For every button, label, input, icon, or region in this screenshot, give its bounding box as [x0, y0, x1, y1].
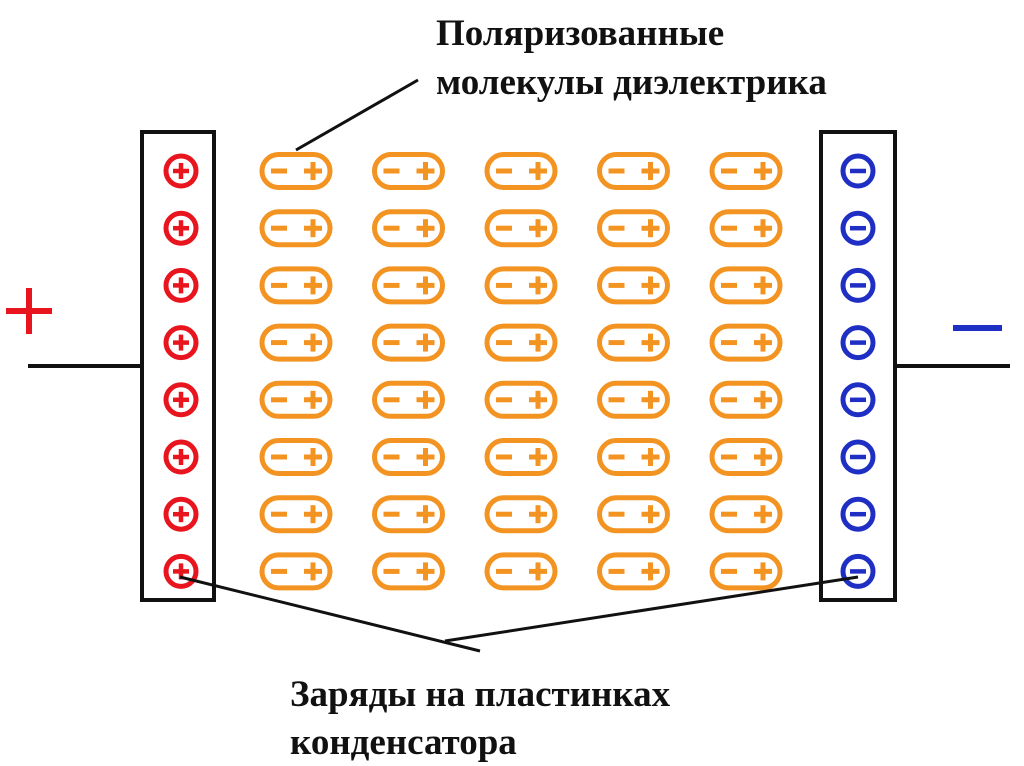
charges-pointer-line-left [179, 575, 481, 653]
negative-charge-icon [840, 439, 876, 475]
dipole-molecule-icon [709, 209, 783, 248]
dipole-molecule-icon [709, 438, 783, 476]
dipole-molecule-icon [484, 380, 558, 419]
dipole-molecule-icon [372, 266, 445, 305]
dipole-molecule-icon [597, 323, 670, 362]
dipole-molecule-icon [484, 209, 558, 248]
negative-charge-icon [840, 325, 876, 361]
dipole-molecule-icon [484, 152, 558, 190]
right-plate-charges [840, 153, 876, 589]
dipole-molecule-icon [484, 552, 558, 591]
dipole-molecule-icon [484, 323, 558, 362]
dipole-molecule-icon [372, 152, 445, 190]
dipole-molecule-icon [259, 552, 333, 591]
dipole-molecule-icon [597, 552, 670, 591]
dipole-molecule-icon [709, 380, 783, 419]
left-plate-charges [163, 153, 199, 589]
dipole-molecule-icon [484, 438, 558, 476]
dipole-molecule-icon [597, 438, 670, 476]
dipole-molecule-icon [709, 552, 783, 591]
right-plate [819, 130, 897, 602]
dipole-molecule-icon [259, 152, 333, 190]
dipole-molecule-icon [597, 266, 670, 305]
left-plate [140, 130, 216, 602]
positive-charge-icon [163, 153, 199, 189]
negative-charge-icon [840, 267, 876, 303]
dielectric-label-line2: молекулы диэлектрика [436, 62, 827, 103]
dipole-molecule-icon [597, 380, 670, 419]
dipole-molecule-icon [709, 323, 783, 362]
dipole-molecule-icon [259, 266, 333, 305]
dipole-molecule-icon [259, 209, 333, 248]
dipole-molecule-icon [597, 152, 670, 190]
dielectric-label-line1: Поляризованные [436, 13, 724, 54]
charges-pointer-line-right [444, 575, 859, 643]
positive-charge-icon [163, 325, 199, 361]
positive-charge-icon [163, 267, 199, 303]
charges-label-line1: Заряды на пластинках [290, 674, 671, 715]
dipole-molecule-icon [259, 495, 333, 534]
dielectric-pointer-line [295, 78, 419, 152]
negative-charge-icon [840, 153, 876, 189]
dipole-molecule-icon [709, 495, 783, 534]
dipole-molecule-icon [597, 209, 670, 248]
positive-charge-icon [163, 382, 199, 418]
positive-charge-icon [163, 553, 199, 589]
negative-charge-icon [840, 496, 876, 532]
dipole-molecule-icon [259, 438, 333, 476]
dipole-molecule-icon [709, 266, 783, 305]
positive-terminal-sign: + [6, 288, 52, 334]
positive-charge-icon [163, 496, 199, 532]
dipole-molecule-icon [372, 552, 445, 591]
dipole-molecule-icon [372, 438, 445, 476]
dipole-molecule-icon [597, 495, 670, 534]
dipole-molecule-icon [372, 323, 445, 362]
negative-charge-icon [840, 553, 876, 589]
dipole-molecule-icon [484, 266, 558, 305]
dipole-molecule-icon [709, 152, 783, 190]
dielectric-molecules-grid [259, 152, 783, 591]
negative-charge-icon [840, 382, 876, 418]
charges-label-line2: конденсатора [290, 722, 517, 763]
dipole-molecule-icon [372, 209, 445, 248]
dipole-molecule-icon [484, 495, 558, 534]
positive-charge-icon [163, 439, 199, 475]
dipole-molecule-icon [372, 495, 445, 534]
negative-charge-icon [840, 210, 876, 246]
dipole-molecule-icon [259, 380, 333, 419]
positive-charge-icon [163, 210, 199, 246]
dipole-molecule-icon [372, 380, 445, 419]
dipole-molecule-icon [259, 323, 333, 362]
